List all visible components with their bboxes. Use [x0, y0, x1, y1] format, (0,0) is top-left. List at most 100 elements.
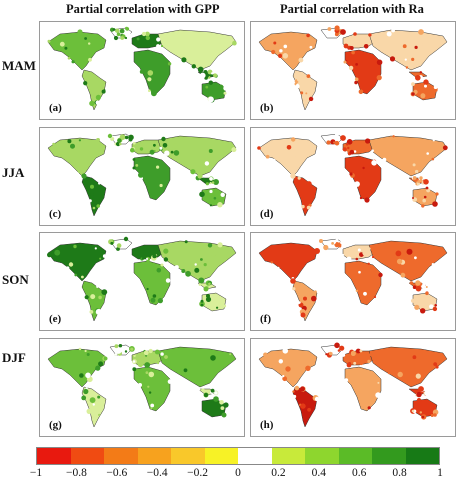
map-texture-dot	[435, 89, 438, 92]
map-texture-dot	[156, 267, 162, 273]
map-texture-dot	[305, 92, 308, 95]
map-texture-dot	[216, 306, 219, 309]
map-texture-dot	[167, 62, 172, 66]
map-texture-dot	[211, 251, 217, 257]
map-texture-dot	[278, 359, 283, 364]
continent-shape	[47, 137, 107, 177]
map-texture-dot	[202, 177, 206, 181]
row-label-jja: JJA	[2, 165, 25, 180]
map-texture-dot	[217, 242, 223, 248]
colorbar-tick-label: −0.2	[187, 467, 209, 479]
map-texture-dot	[371, 149, 374, 152]
map-texture-dot	[208, 282, 211, 286]
colorbar-tick-label: 0.6	[352, 467, 367, 479]
map-texture-dot	[333, 141, 336, 144]
map-texture-dot	[120, 36, 125, 40]
map-texture-dot	[329, 351, 333, 356]
map-texture-dot	[97, 395, 101, 399]
map-texture-dot	[414, 304, 420, 310]
map-texture-dot	[185, 270, 192, 277]
map-texture-dot	[418, 386, 424, 392]
panel-label: (d)	[260, 208, 274, 220]
map-texture-dot	[205, 85, 209, 89]
map-texture-dot	[350, 350, 356, 356]
map-texture-dot	[174, 265, 179, 270]
map-texture-dot	[115, 28, 120, 33]
continent-shape	[131, 244, 167, 260]
map-texture-dot	[373, 295, 377, 299]
map-texture-dot	[305, 365, 311, 371]
map-texture-dot	[419, 176, 423, 180]
map-texture-dot	[118, 344, 123, 348]
map-texture-dot	[282, 376, 288, 382]
panel-label: (a)	[49, 102, 62, 114]
map-texture-dot	[425, 291, 429, 296]
map-texture-dot	[299, 354, 305, 360]
map-texture-dot	[327, 27, 332, 31]
map-texture-dot	[323, 244, 329, 251]
map-texture-dot	[159, 146, 163, 150]
map-texture-dot	[367, 262, 370, 265]
map-texture-dot	[411, 57, 415, 62]
continent-shape	[47, 31, 107, 71]
map-texture-dot	[139, 69, 144, 74]
map-texture-dot	[95, 94, 101, 100]
map-texture-dot	[297, 176, 301, 180]
map-texture-dot	[340, 240, 345, 245]
map-texture-dot	[431, 263, 435, 266]
map-texture-dot	[331, 242, 334, 245]
map-texture-dot	[150, 403, 155, 408]
map-texture-dot	[411, 92, 415, 96]
map-texture-dot	[124, 135, 129, 140]
map-texture-dot	[173, 150, 180, 156]
map-texture-dot	[346, 256, 352, 262]
map-texture-dot	[164, 355, 168, 359]
map-texture-dot	[146, 287, 149, 291]
map-texture-dot	[273, 41, 277, 45]
map-texture-dot	[208, 149, 213, 153]
map-texture-dot	[345, 151, 348, 154]
map-texture-dot	[154, 349, 160, 355]
map-texture-dot	[353, 150, 357, 153]
map-texture-dot	[172, 143, 178, 149]
colorbar-tick-label: −0.4	[146, 467, 168, 479]
map-texture-dot	[435, 192, 439, 196]
map-texture-dot	[326, 140, 331, 145]
map-texture-dot	[124, 36, 128, 40]
map-texture-dot	[348, 65, 354, 71]
map-texture-dot	[327, 32, 331, 36]
map-texture-dot	[301, 204, 305, 209]
map-texture-dot	[204, 161, 210, 166]
map-texture-dot	[371, 265, 375, 269]
map-texture-dot	[147, 77, 152, 82]
map-texture-dot	[430, 414, 434, 417]
map-texture-dot	[78, 139, 81, 142]
map-texture-dot	[300, 403, 306, 409]
panel-label: (c)	[49, 208, 62, 220]
map-texture-dot	[415, 75, 421, 81]
map-texture-dot	[198, 283, 202, 286]
map-texture-dot	[194, 263, 197, 266]
map-texture-dot	[414, 256, 417, 260]
column-title-gpp: Partial correlation with GPP	[66, 2, 220, 16]
map-texture-dot	[218, 84, 224, 90]
map-texture-dot	[200, 299, 204, 303]
map-texture-dot	[151, 90, 157, 97]
map-texture-dot	[213, 73, 218, 78]
map-texture-dot	[116, 247, 120, 251]
map-texture-dot	[420, 93, 426, 99]
map-texture-dot	[392, 135, 395, 138]
map-texture-dot	[277, 266, 280, 269]
map-texture-dot	[148, 371, 155, 378]
map-texture-dot	[420, 308, 426, 314]
map-texture-dot	[201, 388, 205, 392]
map-texture-dot	[272, 158, 276, 163]
map-texture-dot	[300, 312, 306, 318]
map-texture-dot	[362, 166, 365, 170]
continent-shape	[344, 260, 382, 306]
map-texture-dot	[66, 266, 70, 270]
map-texture-dot	[368, 353, 372, 356]
continent-shape	[292, 280, 318, 322]
map-texture-dot	[102, 254, 107, 258]
map-texture-dot	[207, 243, 213, 248]
